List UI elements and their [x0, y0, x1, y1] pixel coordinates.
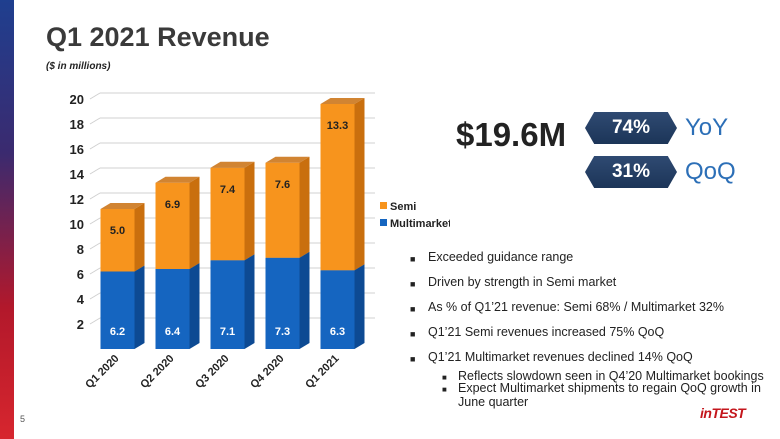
y-tick-label: 4 [77, 292, 85, 307]
legend-label: Multimarket [390, 218, 450, 230]
gridline-depth [89, 242, 101, 250]
sub-bullet-text: Expect Multimarket shipments to regain Q… [458, 381, 761, 409]
bar-segment-side [244, 254, 255, 349]
data-label: 7.3 [275, 326, 290, 338]
y-tick-label: 18 [70, 117, 84, 132]
sub-bullet-item: ■ Expect Multimarket shipments to regain … [442, 381, 770, 409]
bar-segment [210, 167, 245, 261]
data-label: 7.6 [275, 179, 290, 191]
data-label: 7.1 [220, 326, 235, 338]
y-tick-label: 2 [77, 317, 84, 332]
legend-swatch [380, 219, 387, 226]
y-tick-label: 6 [77, 267, 84, 282]
total-revenue: $19.6M [456, 116, 567, 153]
bullet-text: Q1’21 Multimarket revenues declined 14% … [428, 350, 693, 364]
bar-segment [155, 182, 190, 269]
bar-segment-side [189, 176, 200, 269]
gridline-depth [89, 267, 101, 275]
data-label: 6.4 [165, 326, 181, 338]
gridline-depth [89, 217, 101, 225]
sub-bullet-item: ■ Reflects slowdown seen in Q4’20 Multima… [442, 369, 764, 383]
data-label: 7.4 [220, 184, 236, 196]
metric-yoy-badge: 74% [585, 112, 677, 144]
data-label: 6.2 [110, 326, 125, 338]
x-tick-label: Q1 2021 [303, 353, 341, 391]
gridline-depth [89, 167, 101, 175]
data-label: 6.9 [165, 199, 180, 211]
metric-yoy-value: 74% [611, 117, 651, 138]
bar-segment-side [244, 161, 255, 261]
x-tick-label: Q4 2020 [248, 353, 286, 391]
metric-yoy-label: YoY [685, 114, 729, 141]
bullet-text: As % of Q1’21 revenue: Semi 68% / Multim… [428, 300, 724, 314]
bar-segment [320, 104, 355, 271]
bar-segment [320, 270, 355, 349]
gridline-depth [89, 292, 101, 300]
bar-segment [265, 162, 300, 258]
y-tick-label: 20 [70, 92, 84, 107]
y-tick-label: 16 [70, 142, 84, 157]
metric-qoq: 31% QoQ [585, 156, 736, 188]
page-number: 5 [20, 414, 26, 424]
bullet-list: ■ Exceeded guidance range ■ Driven by stre… [410, 250, 770, 411]
bullet-item: ■ Driven by strength in Semi market [410, 275, 617, 289]
data-label: 13.3 [327, 120, 348, 132]
gridline-depth [89, 117, 101, 125]
bar-segment-top [155, 176, 200, 183]
metric-qoq-value: 31% [611, 161, 651, 182]
side-accent-bar [0, 0, 14, 439]
data-label: 6.3 [330, 326, 345, 338]
y-tick-label: 8 [77, 242, 84, 257]
bar-segment-top [210, 161, 255, 168]
company-logo: inTEST [700, 405, 746, 421]
bar-segment [100, 209, 135, 272]
legend-label: Semi [390, 201, 416, 213]
y-tick-label: 14 [70, 167, 85, 182]
metric-qoq-badge: 31% [585, 156, 677, 188]
bar-segment-side [299, 251, 310, 349]
gridline-depth [89, 192, 101, 200]
y-tick-label: 12 [70, 192, 84, 207]
data-label: 5.0 [110, 225, 125, 237]
bar-segment [210, 260, 245, 349]
y-tick-label: 10 [70, 217, 84, 232]
bullet-text: Driven by strength in Semi market [428, 275, 617, 289]
bullet-item: ■ As % of Q1’21 revenue: Semi 68% / Multi… [410, 300, 724, 314]
legend-swatch [380, 202, 387, 209]
bullet-text: Exceeded guidance range [428, 250, 574, 264]
bullet-item: ■ Q1’21 Semi revenues increased 75% QoQ [410, 325, 665, 339]
bar-segment-top [100, 203, 145, 209]
gridline-depth [89, 142, 101, 150]
bar-segment-side [299, 156, 310, 258]
gridline-depth [89, 92, 101, 100]
metric-qoq-label: QoQ [685, 158, 736, 185]
bullet-item: ■ Q1’21 Multimarket revenues declined 14%… [410, 350, 693, 364]
bullet-item: ■ Exceeded guidance range [410, 250, 574, 264]
bar-segment-top [265, 156, 310, 163]
metric-yoy: 74% YoY [585, 112, 728, 144]
bar-segment-side [189, 263, 200, 349]
bar-segment-side [354, 264, 365, 349]
page-subtitle: ($ in millions) [46, 61, 111, 72]
bullet-text: Q1’21 Semi revenues increased 75% QoQ [428, 325, 665, 339]
x-tick-label: Q3 2020 [193, 353, 231, 391]
revenue-chart: 2 4 6 8 10 12 14 16 18 20 6.2 5.0 Q1 2020 6.4 6.9 Q2 20… [70, 92, 450, 391]
bar-segment-side [134, 203, 145, 272]
bar-segment [265, 257, 300, 349]
x-tick-label: Q1 2020 [83, 353, 121, 391]
bar-segment-top [320, 98, 365, 104]
bar-segment-side [354, 98, 365, 271]
bar-segment-side [134, 265, 145, 349]
bar-segment [100, 271, 135, 349]
page-title: Q1 2021 Revenue [46, 22, 270, 52]
x-tick-label: Q2 2020 [138, 353, 176, 391]
bar-segment [155, 269, 190, 349]
sub-bullet-text: Reflects slowdown seen in Q4’20 Multimar… [458, 369, 764, 383]
gridline-depth [89, 317, 101, 325]
